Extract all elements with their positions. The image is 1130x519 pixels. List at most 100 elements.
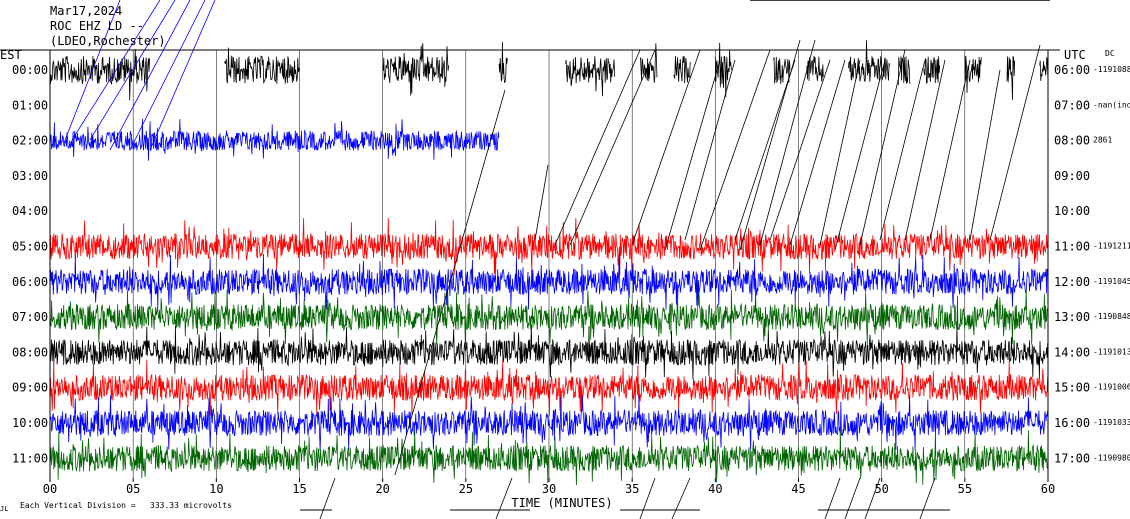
trace-segment [964,55,982,94]
overlay-line [495,477,513,519]
x-tick-label: 40 [708,482,722,496]
trace-segment [806,55,824,82]
header-date: Mar17,2024 [50,4,122,18]
overlay-line [734,59,796,241]
corner-mark: JL [0,505,8,513]
overlay-line [824,477,841,519]
utc-hour-label: 09:00 [1054,169,1090,183]
header-channel: ROC EHZ LD -- [50,19,144,33]
overlay-line [64,0,121,141]
est-hour-label: 07:00 [12,310,48,324]
trace-segment [773,56,791,84]
overlay-line [834,59,886,251]
scale-value: 333.33 microvolts [150,501,232,510]
est-hour-label: 03:00 [12,169,48,183]
trace-segment [565,56,616,97]
overlay-line [759,39,816,246]
trace-segment [49,394,1049,452]
trace-segment [49,49,150,101]
overlay-line [554,49,641,246]
dc-label: DC [1105,49,1115,58]
trace-segment [49,253,1049,310]
utc-hour-label: 06:00 [1054,63,1090,77]
utc-hour-label: 11:00 [1054,240,1090,254]
overlay-line [844,477,861,519]
overlay-line [699,49,771,251]
dc-offset-label: -1191006 [1093,383,1130,392]
overlay-line [859,49,906,246]
overlay-line [89,0,176,141]
trace-segment [224,47,300,85]
trace-segment [923,56,941,84]
utc-hour-label: 08:00 [1054,134,1090,148]
dc-offset-label: 2861 [1093,136,1112,145]
utc-hour-label: 14:00 [1054,345,1090,359]
utc-hour-label: 16:00 [1054,416,1090,430]
trace-segment [49,118,500,161]
x-tick-label: 15 [292,482,306,496]
overlay-diagonal-lines [64,0,1041,519]
dc-offset-label: -1191045 [1093,277,1130,286]
overlay-line [684,59,736,241]
trace-segment [897,56,911,86]
overlay-line [879,59,926,241]
overlay-line [71,0,161,141]
seismic-traces [49,40,1049,486]
dc-offset-label: -1191088 [1093,65,1130,74]
overlay-line [789,59,846,246]
est-hour-label: 08:00 [12,345,48,359]
overlay-line [639,477,656,519]
trace-segment [673,56,691,84]
overlay-line [569,49,656,246]
utc-hour-label: 15:00 [1054,381,1090,395]
utc-axis-label: UTC [1064,48,1086,62]
overlay-line [904,59,946,241]
trace-segment [49,218,1049,276]
dc-offset-label: -1190980 [1093,453,1130,462]
est-axis-label: EST [0,48,22,62]
est-hour-label: 04:00 [12,204,48,218]
est-hour-label: 00:00 [12,63,48,77]
est-hour-label: 10:00 [12,416,48,430]
trace-segment [49,288,1049,346]
plot-frame [0,0,1060,511]
x-axis-title: TIME (MINUTES) [511,496,612,510]
overlay-line [671,477,691,519]
est-hour-label: 06:00 [12,275,48,289]
overlay-line [534,164,549,241]
trace-segment [714,42,732,98]
trace-segment [382,43,450,96]
overlay-line [929,59,971,241]
trace-segment [1039,57,1049,81]
trace-segment [49,359,1049,416]
x-tick-label: 05 [126,482,140,496]
scale-footer: Each Vertical Division = [20,501,136,510]
trace-segment [49,430,1049,486]
trace-segment [498,41,508,84]
est-hour-label: 01:00 [12,98,48,112]
overlay-line [739,39,801,251]
overlay-line [989,44,1041,241]
x-tick-label: 50 [874,482,888,496]
utc-hour-label: 17:00 [1054,451,1090,465]
utc-hour-label: 10:00 [1054,204,1090,218]
est-hour-label: 09:00 [12,381,48,395]
x-tick-label: 20 [375,482,389,496]
overlay-line [819,59,861,246]
x-tick-label: 35 [625,482,639,496]
x-tick-label: 60 [1041,482,1055,496]
utc-hour-label: 07:00 [1054,98,1090,112]
overlay-line [109,0,191,151]
header-network: (LDEO,Rochester) [50,34,166,48]
dc-offset-label: -nan(ind [1093,100,1130,109]
x-tick-label: 10 [209,482,223,496]
overlay-line [919,477,936,519]
utc-hour-label: 13:00 [1054,310,1090,324]
overlay-line [394,89,506,476]
trace-segment [848,40,890,83]
overlay-line [969,69,1001,241]
overlay-line [129,0,206,151]
overlay-line [664,59,721,251]
